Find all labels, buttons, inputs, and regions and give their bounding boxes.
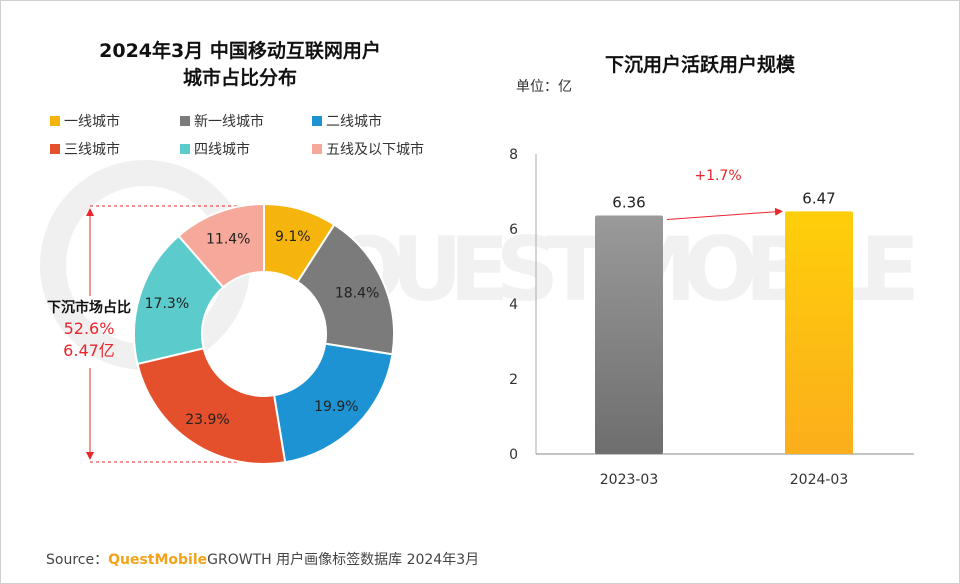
legend-swatch-icon [180, 144, 190, 154]
donut-slice-label-5: 17.3% [145, 296, 189, 312]
donut-slice-label-3: 19.9% [314, 399, 358, 415]
left-chart-title: 2024年3月 中国移动互联网用户 城市占比分布 [40, 38, 440, 92]
source-note: Source：QuestMobileGROWTH 用户画像标签数据库 2024年… [46, 549, 479, 569]
donut-slice-4 [136, 347, 287, 465]
legend-swatch-icon [50, 116, 60, 126]
legend-item-5: 四线城市 [180, 139, 250, 159]
source-brand: QuestMobile [108, 552, 208, 568]
y-tick-label: 6 [509, 222, 518, 238]
donut-slice-label-4: 23.9% [185, 412, 229, 428]
growth-arrow [666, 207, 783, 220]
legend-item-3: 二线城市 [312, 111, 382, 131]
legend-swatch-icon [312, 144, 322, 154]
legend-item-4: 三线城市 [50, 139, 120, 159]
donut-slice-2 [296, 223, 395, 356]
sinking-market-annotation: 下沉市场占比 52.6% 6.47亿 [34, 298, 144, 362]
legend-item-2: 新一线城市 [180, 111, 264, 131]
donut-slice-label-2: 18.4% [335, 285, 379, 301]
legend-label: 二线城市 [326, 114, 382, 130]
bar-value-label: 6.36 [612, 194, 645, 212]
source-prefix: Source： [46, 552, 109, 568]
legend-item-1: 一线城市 [50, 111, 120, 131]
x-tick-label: 2023-03 [600, 472, 659, 488]
donut-slice-label-6: 11.4% [206, 231, 250, 247]
y-tick-label: 8 [509, 147, 518, 163]
legend-swatch-icon [312, 116, 322, 126]
growth-label: +1.7% [694, 168, 741, 184]
legend-label: 一线城市 [64, 114, 120, 130]
y-tick-label: 2 [509, 372, 518, 388]
legend-swatch-icon [50, 144, 60, 154]
sinking-market-amount: 6.47亿 [63, 341, 115, 360]
bar-2023-03 [595, 215, 663, 454]
legend-label: 新一线城市 [194, 114, 264, 130]
bar-2024-03 [785, 211, 853, 454]
left-chart-title-line1: 2024年3月 中国移动互联网用户 [99, 40, 381, 62]
left-chart-title-line2: 城市占比分布 [182, 67, 297, 89]
unit-label: 单位：亿 [516, 79, 572, 95]
donut-slice-label-1: 9.1% [275, 229, 311, 245]
legend-label: 三线城市 [64, 142, 120, 158]
right-chart-title: 下沉用户活跃用户规模 [604, 54, 795, 76]
legend-label: 五线及以下城市 [326, 142, 424, 158]
y-tick-label: 0 [509, 447, 518, 463]
sinking-market-title: 下沉市场占比 [47, 300, 131, 316]
legend-label: 四线城市 [194, 142, 250, 158]
source-suffix: GROWTH 用户画像标签数据库 2024年3月 [207, 552, 480, 568]
donut-slice-3 [272, 342, 394, 464]
sinking-market-percent: 52.6% [63, 319, 115, 338]
legend-swatch-icon [180, 116, 190, 126]
x-tick-label: 2024-03 [790, 472, 849, 488]
bar-value-label: 6.47 [802, 189, 835, 207]
y-tick-label: 4 [509, 297, 518, 313]
donut-slice-6 [177, 202, 265, 289]
legend-item-6: 五线及以下城市 [312, 139, 424, 159]
